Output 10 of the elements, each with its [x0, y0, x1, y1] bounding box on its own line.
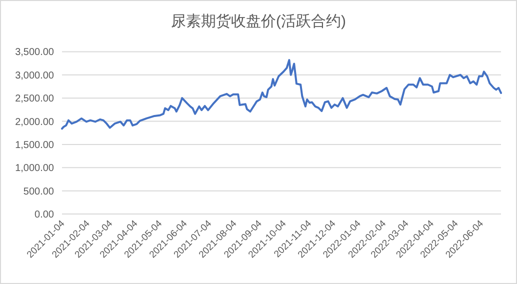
y-tick-label: 3,500.00: [15, 47, 54, 58]
y-tick-label: 1,000.00: [15, 163, 54, 174]
chart-title: 尿素期货收盘价(活跃合约): [171, 13, 346, 30]
y-tick-label: 3,000.00: [15, 70, 54, 82]
y-tick-label: 500.00: [23, 186, 54, 198]
y-tick-label: 2,500.00: [15, 94, 54, 105]
line-series: [61, 59, 502, 130]
y-tick-label: 1,500.00: [15, 140, 54, 151]
y-tick-label: 2,000.00: [15, 116, 54, 128]
y-tick-label: 0.00: [34, 210, 54, 220]
